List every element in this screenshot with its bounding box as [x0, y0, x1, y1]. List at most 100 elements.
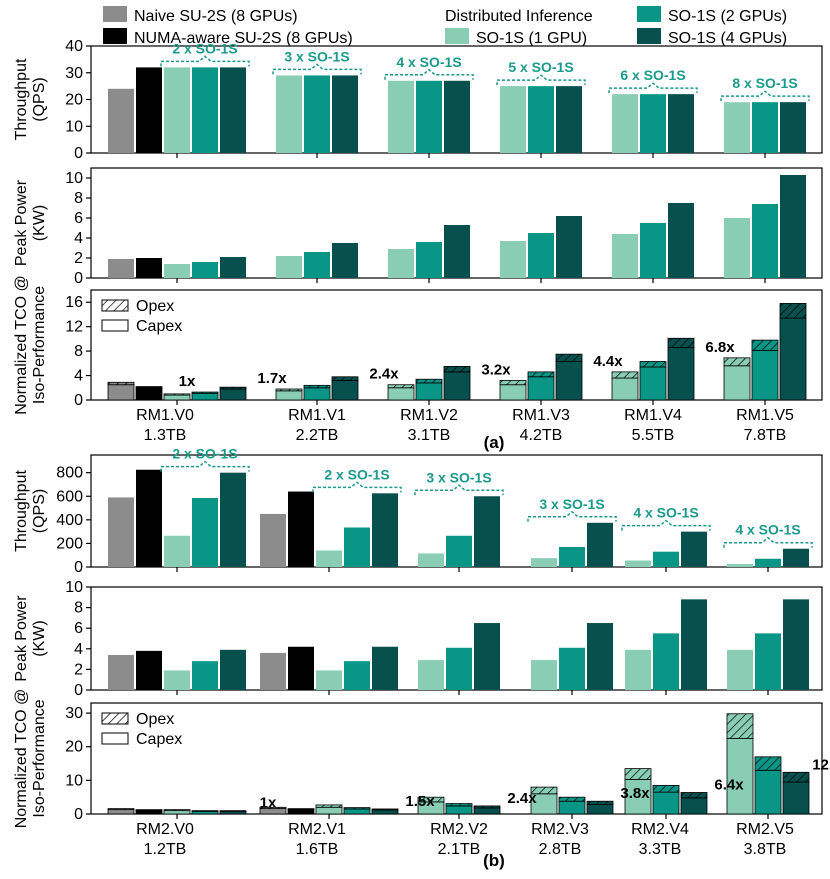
bar-capex-so1-rm1.v0: [163, 394, 191, 401]
group-bracket: [621, 519, 711, 531]
bar-capex-so1-rm1.v3: [499, 384, 527, 401]
bar-so2-rm2.v2: [446, 647, 472, 690]
category-sublabel: 2.8TB: [539, 841, 582, 858]
bar-numa-rm1.v0: [136, 258, 162, 278]
capex-legend-label: Capex: [136, 318, 182, 335]
bar-opex-hatch: [304, 385, 330, 388]
tco-multiplier: 3.8x: [620, 785, 650, 802]
category-sublabel: 5.5TB: [632, 427, 675, 444]
bar-so4-rm2.v4: [681, 531, 707, 567]
bar-so1-rm2.v4: [625, 649, 651, 690]
y-axis-label: Peak Power(KW): [13, 179, 48, 266]
group-bracket: [527, 510, 617, 522]
legend-swatch-naive: [103, 6, 127, 22]
bar-opex-hatch: [474, 805, 500, 808]
bar-so1-rm1.v4: [612, 234, 638, 278]
category-label: RM1.V1: [288, 407, 346, 424]
tco-multiplier: 4.4x: [593, 353, 623, 370]
y-tick-label: 0: [74, 806, 83, 823]
legend-label-so4: SO-1S (4 GPUs): [668, 30, 787, 47]
bar-so1-rm2.v2: [418, 553, 444, 567]
category-sublabel: 2.1TB: [438, 841, 481, 858]
bar-so2-rm1.v4: [640, 223, 666, 278]
bar-capex-so4-rm1.v5: [779, 317, 807, 401]
group-annotation: 4 x SO-1S: [633, 505, 698, 521]
bar-so1-rm2.v5: [727, 649, 753, 690]
opex-legend-label: Opex: [136, 298, 174, 315]
bar-capex-naive-rm2.v0: [107, 809, 135, 815]
y-tick-label: 8: [74, 343, 83, 360]
group-annotation: 2 x SO-1S: [172, 40, 237, 56]
tco-multiplier: 1x: [260, 795, 277, 812]
bar-capex-so1-rm1.v1: [275, 390, 303, 401]
group-bracket: [312, 481, 402, 493]
bar-so2-rm2.v3: [559, 647, 585, 690]
category-sublabel: 1.6TB: [296, 841, 339, 858]
y-tick-label: 0: [74, 392, 83, 409]
bar-so4-rm1.v4: [668, 94, 694, 153]
y-tick-label: 0: [74, 145, 83, 162]
bar-capex-so2-rm1.v0: [191, 392, 219, 401]
bar-capex-numa-rm2.v1: [287, 809, 315, 815]
y-tick-label: 40: [65, 38, 83, 55]
bar-so2-rm1.v2: [416, 242, 442, 278]
bar-so4-rm1.v3: [556, 216, 582, 278]
bar-so2-rm2.v3: [559, 546, 585, 567]
category-sublabel: 4.2TB: [520, 427, 563, 444]
bar-opex-hatch: [724, 357, 750, 366]
bar-capex-so4-rm1.v2: [443, 371, 471, 401]
bar-so1-rm2.v1: [316, 550, 342, 567]
legend-label-naive: Naive SU-2S (8 GPUs): [134, 8, 298, 25]
category-label: RM2.V0: [136, 821, 194, 838]
bar-so1-rm2.v0: [164, 670, 190, 690]
bar-so4-rm1.v3: [556, 86, 582, 153]
tco-multiplier: 1.7x: [257, 370, 287, 387]
bar-opex-hatch: [783, 772, 809, 783]
bar-so1-rm2.v0: [164, 535, 190, 567]
y-tick-label: 400: [56, 512, 83, 529]
y-tick-label: 600: [56, 488, 83, 505]
bar-opex-hatch: [668, 338, 694, 348]
bar-capex-so2-rm2.v1: [343, 808, 371, 815]
bar-capex-so2-rm1.v3: [527, 376, 555, 401]
bar-so4-rm2.v4: [681, 599, 707, 690]
bar-capex-so4-rm2.v5: [782, 781, 810, 815]
bar-so4-rm2.v2: [474, 623, 500, 690]
group-annotation: 6 x SO-1S: [620, 67, 685, 83]
bar-capex-so2-rm1.v4: [639, 366, 667, 401]
bar-so1-rm1.v1: [276, 256, 302, 278]
bar-so4-rm2.v3: [587, 623, 613, 690]
bar-opex-hatch: [727, 713, 753, 739]
bar-so2-rm2.v5: [755, 558, 781, 567]
bar-so4-rm1.v2: [444, 80, 470, 153]
bar-opex-hatch: [587, 801, 613, 805]
bar-so2-rm2.v1: [344, 661, 370, 690]
tco-multiplier: 1.5x: [405, 793, 435, 810]
group-annotation: 2 x SO-1S: [324, 466, 389, 482]
bar-opex-hatch: [108, 808, 134, 810]
bar-opex-hatch: [388, 384, 414, 388]
bar-opex-hatch: [372, 808, 398, 810]
bar-opex-hatch: [612, 371, 638, 378]
bar-so4-rm2.v3: [587, 522, 613, 567]
legend-swatch-so1: [445, 28, 469, 44]
opex-legend-swatch: [101, 299, 129, 312]
y-tick-label: 2: [74, 250, 83, 267]
y-tick-label: 16: [65, 294, 83, 311]
category-sublabel: 3.8TB: [744, 841, 787, 858]
bar-so1-rm2.v5: [727, 564, 753, 567]
bar-capex-so4-rm1.v0: [219, 388, 247, 401]
category-sublabel: 3.1TB: [408, 427, 451, 444]
bar-capex-so4-rm2.v3: [586, 804, 614, 815]
bar-so2-rm2.v4: [653, 551, 679, 567]
capex-legend-label: Capex: [136, 731, 182, 748]
y-tick-label: 4: [74, 368, 83, 385]
bar-so2-rm2.v1: [344, 527, 370, 567]
bar-naive-rm2.v0: [108, 497, 134, 567]
group-bracket: [496, 74, 586, 86]
bar-capex-so1-rm2.v0: [163, 810, 191, 815]
bar-capex-numa-rm1.v0: [135, 387, 163, 401]
category-label: RM1.V2: [400, 407, 458, 424]
category-label: RM1.V4: [624, 407, 682, 424]
bar-so1-rm1.v4: [612, 94, 638, 153]
